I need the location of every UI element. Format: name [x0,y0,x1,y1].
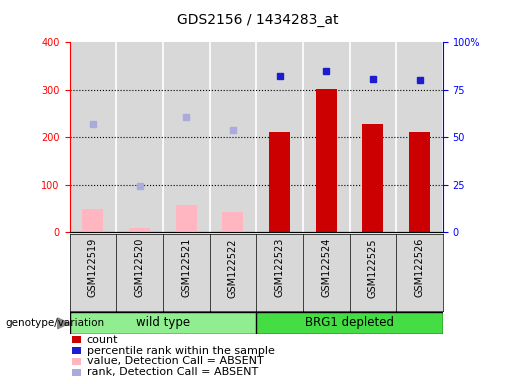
Text: percentile rank within the sample: percentile rank within the sample [87,346,274,356]
Bar [256,312,443,334]
Text: value, Detection Call = ABSENT: value, Detection Call = ABSENT [87,356,263,366]
Text: GSM122522: GSM122522 [228,238,238,298]
Text: GSM122519: GSM122519 [88,238,98,297]
Bar [409,132,430,232]
Text: GSM122521: GSM122521 [181,238,191,298]
Text: GSM122523: GSM122523 [274,238,285,298]
Bar [82,209,104,232]
Text: GSM122524: GSM122524 [321,238,331,298]
Text: GSM122520: GSM122520 [134,238,145,298]
Text: GSM122525: GSM122525 [368,238,378,298]
Bar [316,89,337,232]
Bar [363,124,383,232]
Bar [176,205,197,232]
Text: BRG1 depleted: BRG1 depleted [305,316,394,329]
Text: rank, Detection Call = ABSENT: rank, Detection Call = ABSENT [87,367,258,377]
Bar [70,312,256,334]
Bar [269,132,290,232]
Bar [129,228,150,232]
Text: count: count [87,335,118,345]
Text: GSM122526: GSM122526 [415,238,424,298]
Bar [222,212,244,232]
Text: genotype/variation: genotype/variation [5,318,104,328]
Text: wild type: wild type [136,316,190,329]
Text: GDS2156 / 1434283_at: GDS2156 / 1434283_at [177,13,338,27]
Polygon shape [58,318,69,329]
